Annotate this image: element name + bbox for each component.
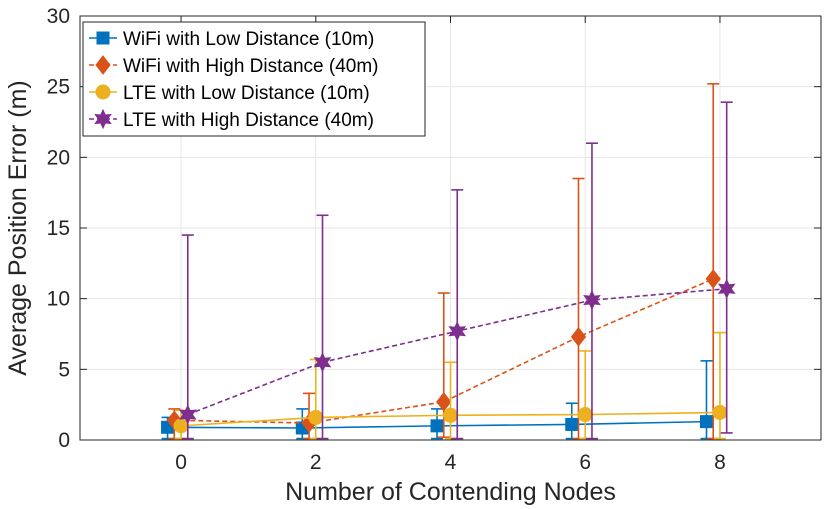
legend-entry: WiFi with High Distance (40m) <box>123 56 379 77</box>
series-line-1 <box>174 278 714 424</box>
data-point <box>717 278 736 299</box>
x-axis-label: Number of Contending Nodes <box>285 478 616 506</box>
legend-marker <box>95 84 111 100</box>
data-point <box>565 417 579 431</box>
legend-marker <box>96 31 110 45</box>
data-point <box>178 404 197 425</box>
y-tick-label: 25 <box>47 76 70 99</box>
series-0 <box>161 360 713 440</box>
y-tick-label: 30 <box>47 5 70 28</box>
y-tick-label: 20 <box>47 146 70 169</box>
y-tick-label: 10 <box>47 288 70 311</box>
data-point <box>173 418 189 434</box>
legend-marker <box>94 108 112 130</box>
x-tick-label: 0 <box>175 451 187 474</box>
series-2 <box>173 331 728 440</box>
y-tick-label: 0 <box>58 429 70 452</box>
x-tick-label: 6 <box>579 451 591 474</box>
data-point <box>570 327 587 347</box>
data-point <box>583 289 601 311</box>
data-point <box>705 269 721 289</box>
data-point <box>577 407 593 423</box>
data-point <box>448 320 467 342</box>
legend-entry: LTE with Low Distance (10m) <box>123 83 370 104</box>
data-point <box>430 419 444 433</box>
series-3 <box>178 101 736 440</box>
x-tick-label: 2 <box>310 451 322 474</box>
data-point <box>699 415 713 429</box>
x-tick-label: 4 <box>445 451 457 474</box>
x-tick-label: 8 <box>714 451 726 474</box>
legend: WiFi with Low Distance (10m) WiFi with Hi… <box>82 21 426 137</box>
y-tick-label: 15 <box>47 217 70 240</box>
legend-entry: LTE with High Distance (40m) <box>123 110 374 131</box>
y-axis-label: Average Position Error (m) <box>4 80 32 375</box>
legend-entry: WiFi with Low Distance (10m) <box>123 29 374 50</box>
legend-marker <box>95 55 111 75</box>
y-tick-label: 5 <box>58 358 70 381</box>
data-point <box>436 392 452 412</box>
data-point <box>313 352 332 373</box>
axes: 0 5 10 15 20 25 30 0 2 4 6 8 <box>47 5 822 474</box>
data-point <box>308 409 324 425</box>
data-point <box>443 407 458 423</box>
series-group <box>161 83 736 440</box>
data-point <box>712 404 728 420</box>
legend-box <box>82 21 426 137</box>
